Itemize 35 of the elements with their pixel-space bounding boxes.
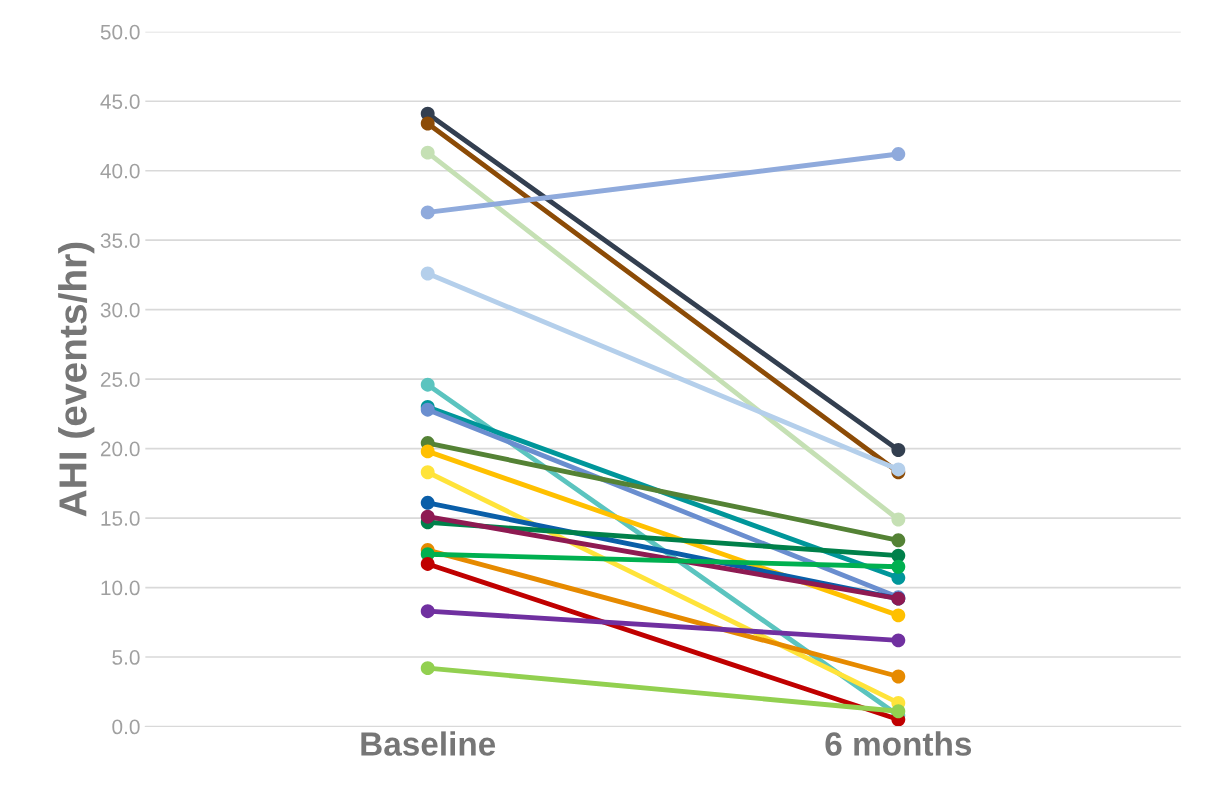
point <box>420 465 435 480</box>
point <box>420 556 435 571</box>
point <box>420 145 435 160</box>
y-tick-label: 40.0 <box>100 163 140 179</box>
point <box>420 266 435 281</box>
point <box>891 147 906 161</box>
y-tick-label: 25.0 <box>100 372 140 387</box>
point <box>891 669 906 684</box>
x-tick-label: 6 months <box>825 731 972 756</box>
y-tick-label: 45.0 <box>100 94 140 109</box>
y-tick-label: 0.0 <box>112 719 140 735</box>
x-tick-label: Baseline <box>361 731 496 756</box>
point <box>420 205 435 220</box>
point <box>891 559 906 574</box>
point <box>891 533 906 548</box>
point <box>420 444 435 459</box>
point <box>420 377 435 392</box>
y-tick-label: 20.0 <box>100 441 140 457</box>
point <box>891 512 906 527</box>
y-tick-label: 50.0 <box>100 24 140 40</box>
point <box>891 443 906 457</box>
point <box>420 495 435 510</box>
point <box>891 633 906 648</box>
point <box>420 116 435 131</box>
point <box>420 604 435 619</box>
point <box>420 661 435 676</box>
point <box>891 704 906 719</box>
y-tick-label: 35.0 <box>100 233 140 248</box>
point <box>420 509 435 524</box>
point <box>891 608 906 623</box>
y-tick-label: 30.0 <box>100 302 140 318</box>
y-tick-label: 15.0 <box>101 511 140 526</box>
y-axis-title: AHI (events/hr) <box>58 242 95 517</box>
y-tick-label: 5.0 <box>112 650 140 665</box>
y-tick-label: 10.0 <box>101 580 140 596</box>
